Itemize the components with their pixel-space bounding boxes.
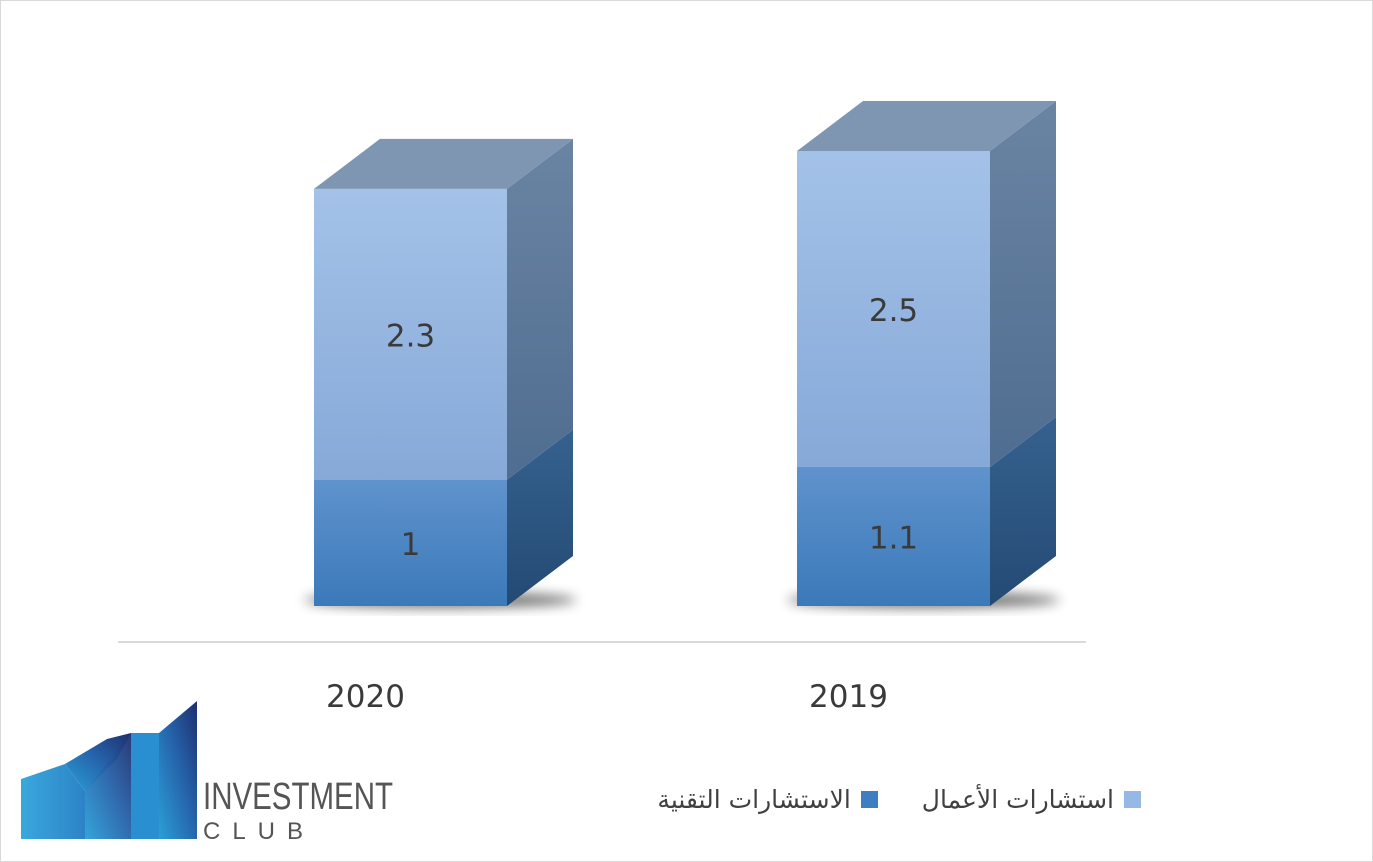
- logo-mark: [21, 701, 197, 839]
- bar-2019-series-1: [797, 151, 990, 467]
- bar-side-2020-series-1: [507, 138, 573, 480]
- legend-label-business: استشارات الأعمال: [921, 784, 1114, 814]
- legend-swatch-business: [1124, 790, 1141, 808]
- bar-side-2019-series-1: [990, 101, 1056, 467]
- legend-label-technical: الاستشارات التقنية: [657, 784, 851, 814]
- data-label-2020-series-0: 1: [401, 527, 421, 563]
- bar-side-2020-series-0: [507, 429, 573, 606]
- data-label-2020-series-1: 2.3: [386, 318, 435, 354]
- bars-layer: [314, 101, 1056, 606]
- bar-top-2019: [797, 101, 1056, 151]
- x-tick-label-2020: 2020: [326, 679, 405, 715]
- bar-2020-series-0: [314, 479, 507, 606]
- data-label-2019-series-1: 2.5: [869, 293, 918, 329]
- labels-layer: 1 2.3 2020 1.1 2.5 2019: [326, 293, 918, 715]
- bar-2020-series-1: [314, 188, 507, 480]
- data-label-2019-series-0: 1.1: [869, 520, 918, 556]
- logo-text-club: CLUB: [203, 818, 315, 844]
- logo-text-investment: INVESTMENT: [203, 776, 393, 818]
- bar-top-2020: [314, 138, 573, 189]
- legend-item-technical: الاستشارات التقنية: [657, 784, 878, 814]
- bar-side-2019-series-0: [990, 416, 1056, 606]
- bar-2019-series-0: [797, 466, 990, 606]
- x-tick-label-2019: 2019: [809, 679, 888, 715]
- investment-club-logo: INVESTMENT CLUB: [21, 701, 393, 844]
- legend-item-business: استشارات الأعمال: [922, 785, 1141, 814]
- legend-swatch-technical: [860, 790, 878, 808]
- legend: استشارات الأعمال الاستشارات التقنية: [541, 779, 1141, 819]
